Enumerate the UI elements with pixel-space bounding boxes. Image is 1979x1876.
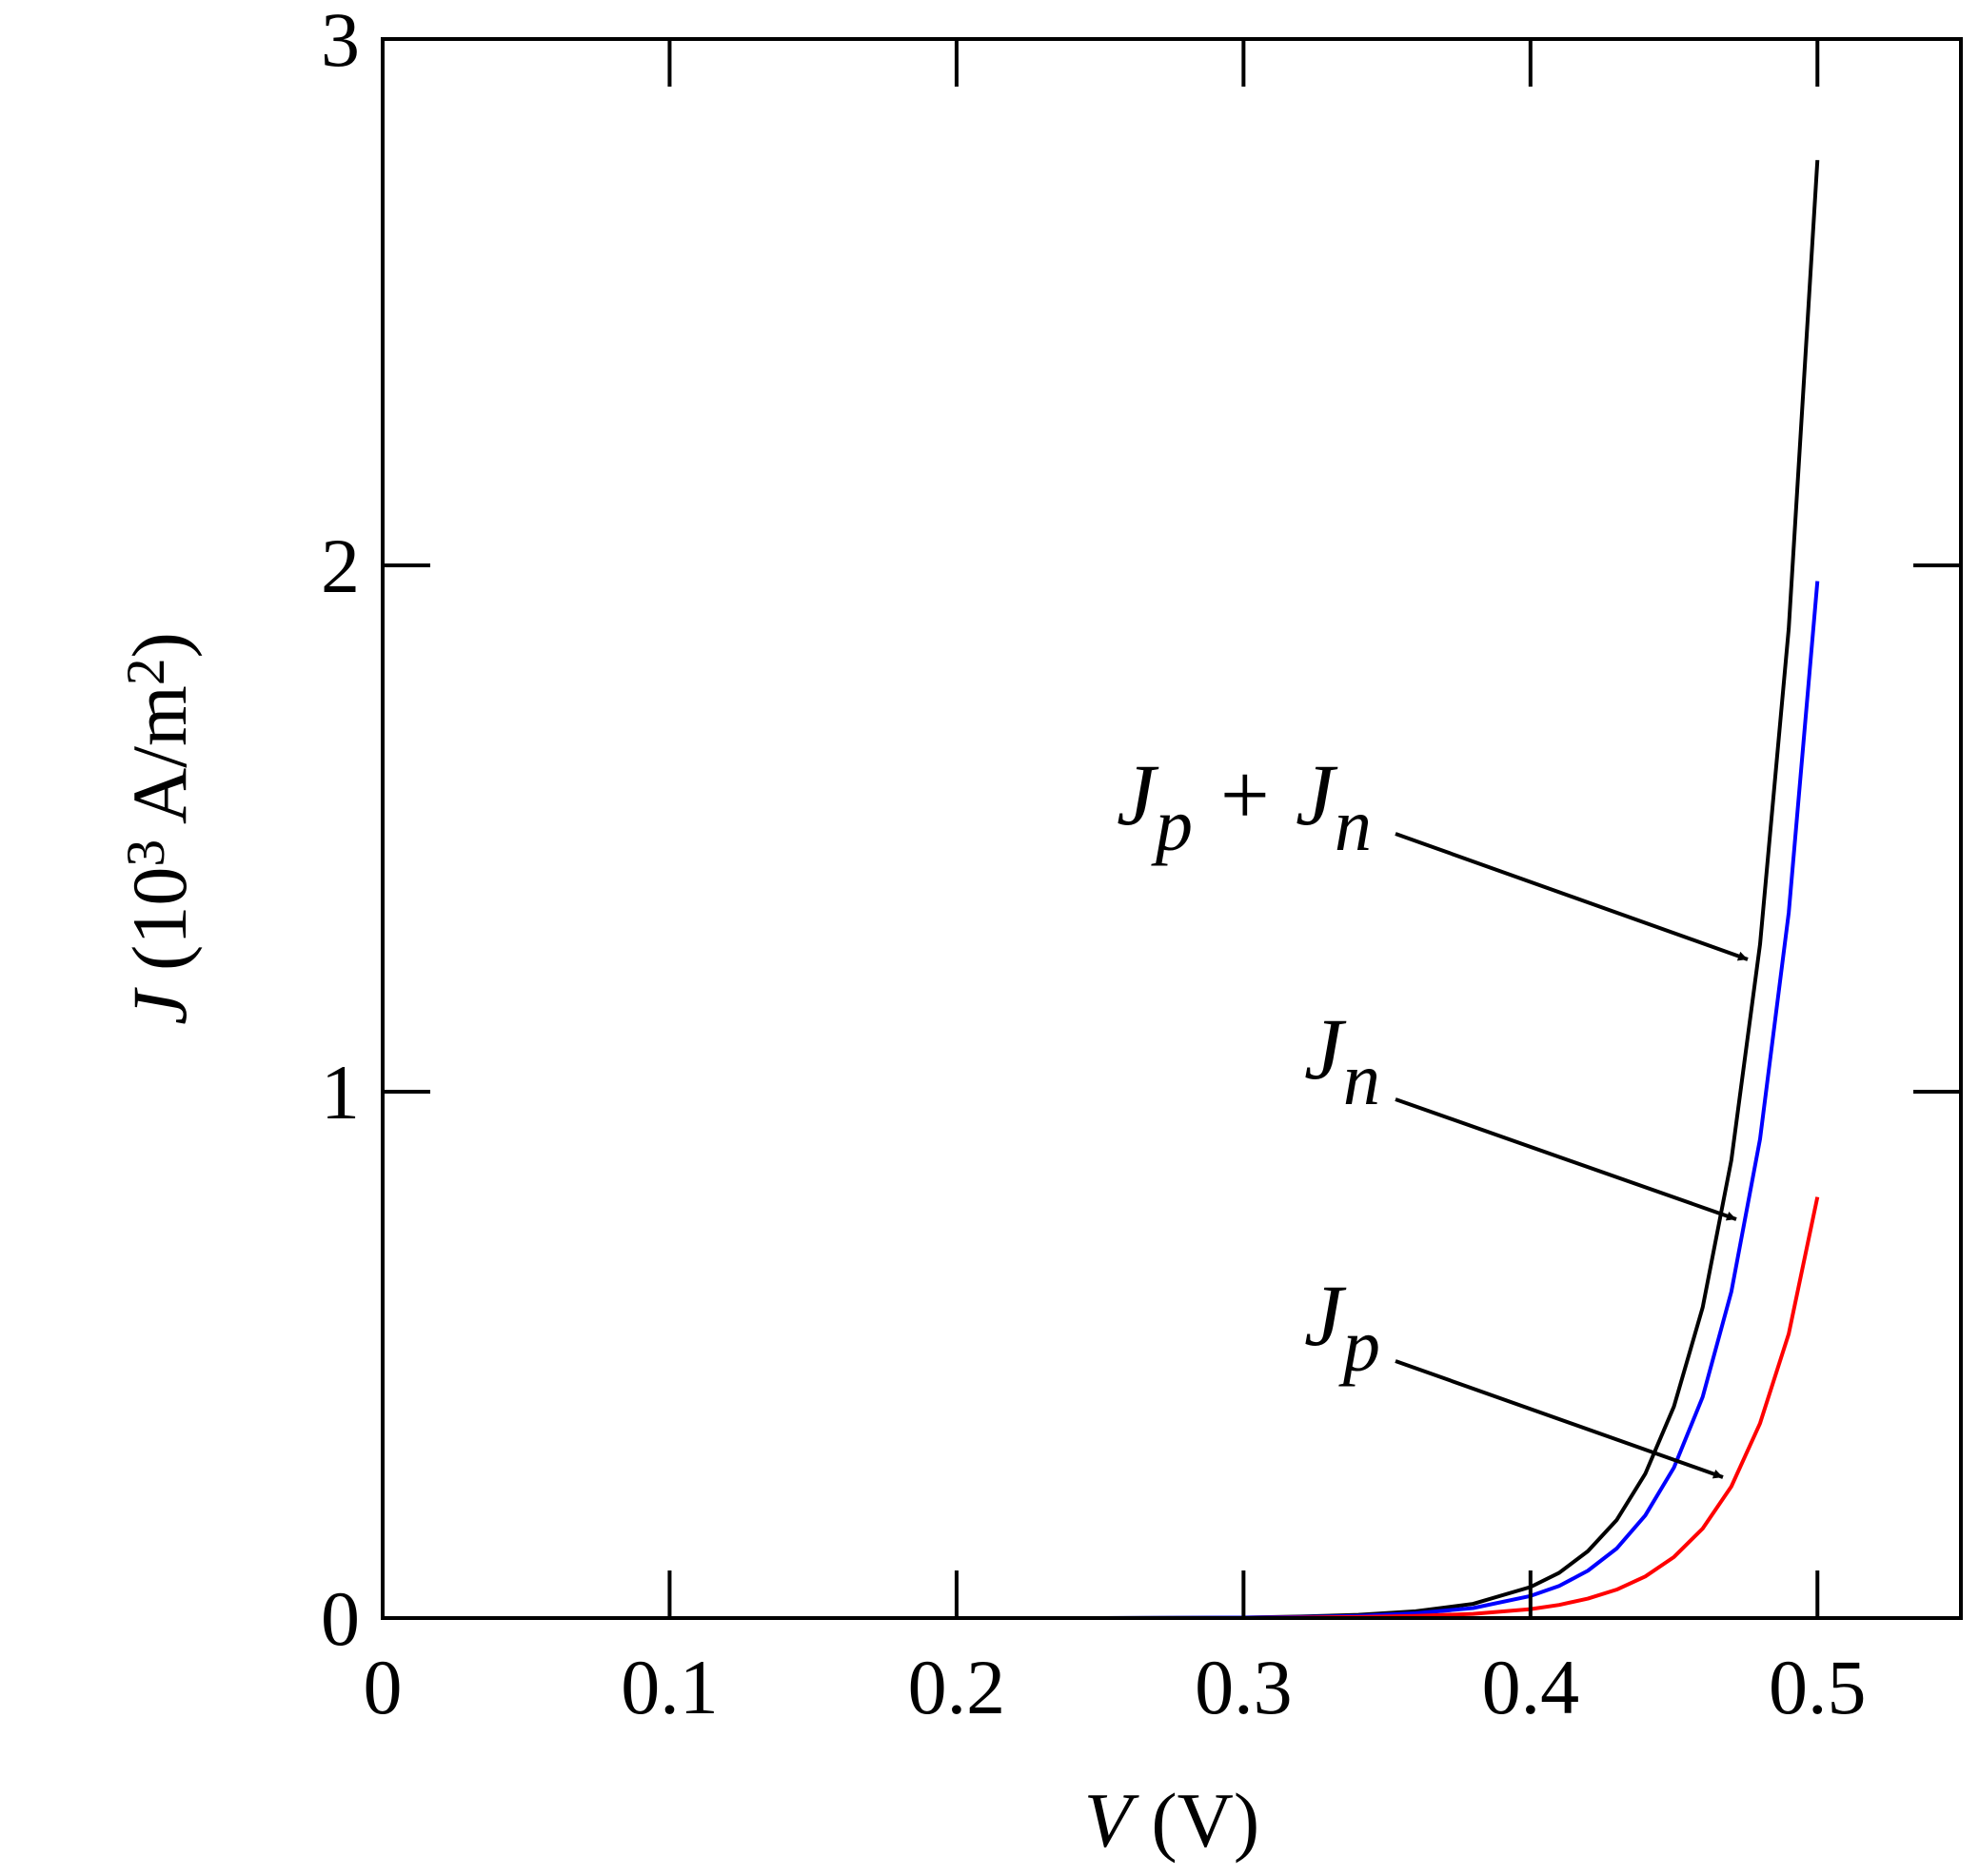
label-text: J	[116, 987, 203, 1025]
x-tick-label: 0.2	[908, 1644, 1006, 1730]
plot-frame	[381, 37, 1963, 1620]
arrow	[1395, 1097, 1737, 1221]
x-tick-label: 0.5	[1769, 1644, 1867, 1730]
label-text: V	[1084, 1777, 1139, 1864]
x-tick-label: 0.1	[621, 1644, 719, 1730]
label-text: A/m	[116, 685, 203, 839]
annotation: Jp​	[1304, 1267, 1380, 1387]
label-text: (V)	[1132, 1777, 1259, 1864]
arrow	[1395, 1359, 1724, 1479]
label-text: )	[116, 632, 203, 658]
annotation: Jp​ + Jn​	[1117, 746, 1372, 866]
arrow	[1395, 832, 1749, 961]
y-axis-label: J (103​ A/m2​)	[116, 632, 203, 1025]
label-text: J	[1117, 746, 1159, 843]
subscript: p	[1338, 1304, 1380, 1387]
label-text: J	[1304, 1000, 1347, 1097]
annotation: Jn​	[1304, 1000, 1380, 1120]
superscript: 2	[116, 658, 176, 685]
x-tick-label: 0.3	[1195, 1644, 1293, 1730]
superscript: 3	[116, 839, 176, 867]
series-line	[383, 1196, 1820, 1620]
x-tick-label: 0	[364, 1644, 403, 1730]
x-axis-label: V (V)	[1084, 1777, 1259, 1864]
curves	[383, 160, 1820, 1620]
label-text: (10	[116, 867, 203, 991]
series-line	[383, 581, 1820, 1620]
y-tick-label: 0	[321, 1575, 360, 1662]
y-tick-label: 2	[321, 523, 360, 609]
y-tick-label: 1	[321, 1049, 360, 1135]
arrows	[1395, 832, 1749, 1479]
subscript: n	[1343, 1037, 1380, 1120]
label-text: J	[1304, 1267, 1347, 1364]
x-tick-label: 0.4	[1482, 1644, 1580, 1730]
series-line	[383, 160, 1820, 1620]
subscript: p	[1151, 783, 1193, 866]
y-tick-label: 3	[321, 0, 360, 83]
label-text: + J	[1193, 746, 1338, 843]
subscript: n	[1335, 783, 1372, 866]
